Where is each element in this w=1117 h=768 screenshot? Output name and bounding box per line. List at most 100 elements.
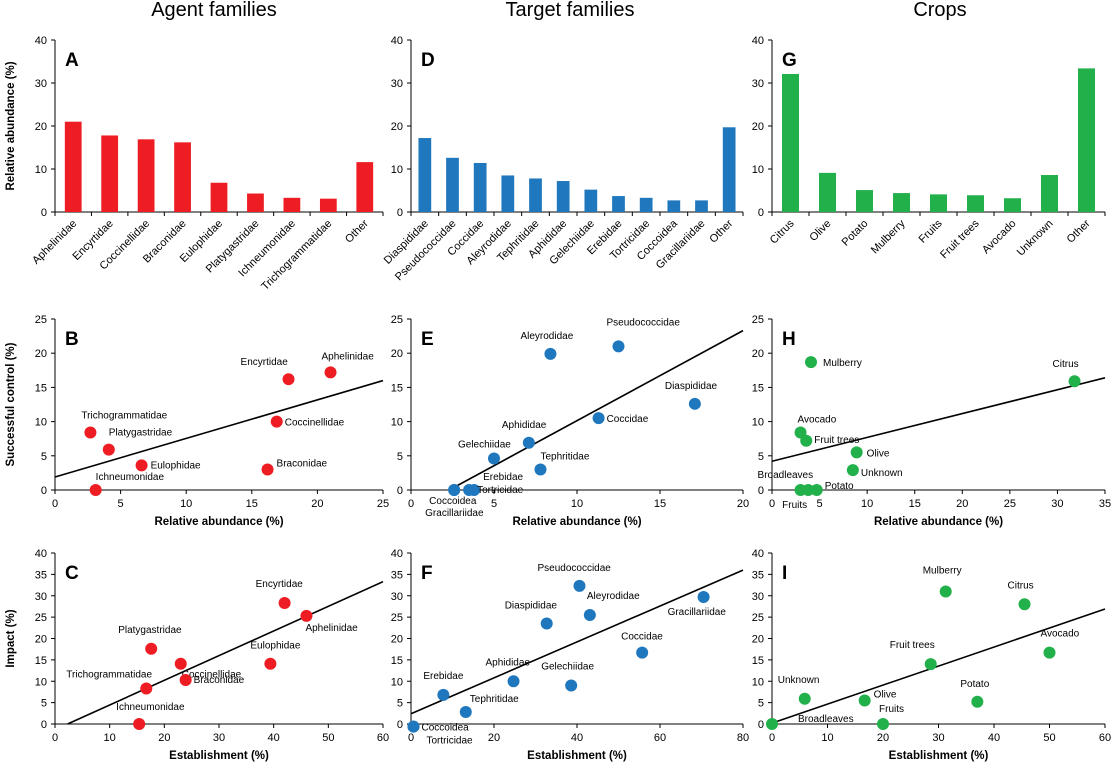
point-potato	[810, 484, 823, 496]
point-tortricidae	[407, 720, 420, 733]
x-tick-label: 0	[769, 732, 775, 744]
panel-letter: E	[421, 329, 434, 350]
point-label-gracillariidae: Gracillariidae	[668, 607, 727, 618]
y-tick-label: 0	[41, 485, 47, 497]
trend-line	[448, 329, 744, 491]
point-label-tephritidae: Tephritidae	[470, 694, 519, 705]
x-tick-label: 60	[377, 732, 389, 744]
x-tick-label: 15	[654, 498, 666, 510]
point-avocado	[1043, 646, 1056, 659]
point-aphelinidae	[300, 609, 313, 622]
point-braconidae	[179, 673, 192, 686]
x-category-label: Other	[1065, 217, 1093, 245]
y-tick-label: 10	[752, 164, 764, 176]
x-category-label: Citrus	[768, 217, 797, 246]
y-tick-label: 0	[397, 207, 403, 219]
x-tick-label: 0	[52, 498, 58, 510]
bar-diaspididae	[418, 138, 432, 212]
point-trichogrammatidae	[84, 426, 97, 439]
panel-c-agent-impact-scatter: 0 5 10 15 20 25 30 35 40 C Impact (%) 0 10 20 30 40 50 60…	[5, 548, 389, 762]
point-tortricidae	[463, 484, 476, 496]
x-category-label: Unknown	[1015, 218, 1056, 259]
point-ichneumonidae	[89, 484, 102, 496]
x-tick-label: 35	[1099, 498, 1111, 510]
y-tick-label: 20	[35, 121, 47, 133]
y-tick-label: 10	[391, 164, 403, 176]
point-label-trichogrammatidae: Trichogrammatidae	[81, 411, 167, 422]
x-tick-label: 25	[1004, 498, 1016, 510]
trend-line	[67, 580, 384, 725]
point-ichneumonidae	[133, 718, 146, 730]
point-label-ichneumonidae: Ichneumonidae	[96, 472, 165, 483]
point-label-potato: Potato	[825, 481, 854, 492]
point-label-encyrtidae: Encyrtidae	[256, 579, 304, 590]
y-tick-label: 15	[752, 655, 764, 667]
y-tick-label: 40	[752, 35, 764, 47]
x-category-label: Avocado	[980, 218, 1019, 257]
y-tick-label: 35	[752, 569, 764, 581]
y-tick-label: 25	[752, 612, 764, 624]
point-label-broadleaves: Broadleaves	[758, 470, 814, 481]
point-label-coccoidea: Coccoidea	[429, 496, 477, 507]
x-category-label: Potato	[840, 218, 871, 249]
panel-letter: B	[65, 329, 79, 350]
x-axis-label: Relative abundance (%)	[154, 516, 283, 528]
panel-a-agent-abundance-bar: 0 10 20 30 40 A Relative abundance (%) Aphelini…	[5, 35, 384, 293]
x-category-label: Other	[707, 217, 735, 245]
y-axis-label: Relative abundance (%)	[5, 61, 17, 190]
point-aleyrodidae	[544, 347, 557, 360]
point-label-trichogrammatidae: Trichogrammatidae	[66, 670, 152, 681]
point-coccidae	[636, 646, 649, 659]
point-label-avocado: Avocado	[798, 415, 837, 426]
point-gracillariidae	[697, 591, 710, 604]
y-axis-label: Impact (%)	[5, 609, 17, 667]
point-gelechiidae	[488, 452, 500, 465]
point-potato	[971, 695, 984, 708]
y-tick-label: 5	[41, 698, 47, 710]
panel-i-crop-impact-scatter: 0 5 10 15 20 25 30 35 40 I 0 10 20 30 40 50 60 Establishm…	[752, 548, 1111, 762]
point-citrus	[1068, 375, 1081, 388]
x-tick-label: 10	[821, 732, 833, 744]
x-tick-label: 60	[1099, 732, 1111, 744]
point-label-braconidae: Braconidae	[277, 458, 328, 469]
x-tick-label: 10	[104, 732, 116, 744]
point-label-diaspididae: Diaspididae	[505, 601, 558, 612]
point-pseudococcidae	[612, 340, 625, 353]
point-label-aphelinidae: Aphelinidae	[305, 623, 358, 634]
panel-d-target-abundance-bar: 010203040DDiaspididaePseudococcidaeCocci…	[382, 35, 744, 283]
trend-line	[771, 608, 1106, 724]
x-tick-label: 20	[877, 732, 889, 744]
point-mulberry	[805, 356, 818, 369]
point-citrus	[1018, 598, 1031, 611]
y-tick-label: 5	[41, 451, 47, 463]
panel-letter: H	[782, 329, 796, 350]
point-label-olive: Olive	[874, 689, 897, 700]
y-tick-label: 0	[397, 719, 403, 731]
point-gelechiidae	[565, 679, 578, 692]
x-tick-label: 5	[491, 498, 497, 510]
point-aleyrodidae	[583, 608, 596, 621]
point-label-unknown: Unknown	[778, 675, 820, 686]
point-diaspididae	[688, 397, 701, 410]
point-label-aleyrodidae: Aleyrodidae	[587, 591, 640, 602]
point-platygastridae	[102, 443, 115, 456]
bar-gracillariidae	[695, 200, 708, 212]
bar-gelechiidae	[584, 189, 598, 212]
y-tick-label: 35	[35, 569, 47, 581]
bar-potato	[855, 190, 874, 212]
point-coccinellidae	[270, 415, 283, 428]
point-trichogrammatidae	[140, 682, 153, 695]
y-tick-label: 25	[35, 314, 47, 326]
point-tephritidae	[459, 706, 472, 719]
x-category-label: Mulberry	[869, 217, 908, 256]
x-category-label: Trichogrammatidae	[259, 218, 334, 293]
point-label-aleyrodidae: Aleyrodidae	[520, 331, 573, 342]
x-category-label: Fruits	[917, 217, 945, 245]
x-tick-label: 20	[158, 732, 170, 744]
point-eulophidae	[135, 459, 148, 472]
panel-letter: A	[65, 50, 79, 71]
y-tick-label: 15	[391, 655, 403, 667]
x-tick-label: 20	[488, 732, 500, 744]
bar-tortricidae	[639, 197, 653, 212]
point-broadleaves	[794, 484, 807, 496]
